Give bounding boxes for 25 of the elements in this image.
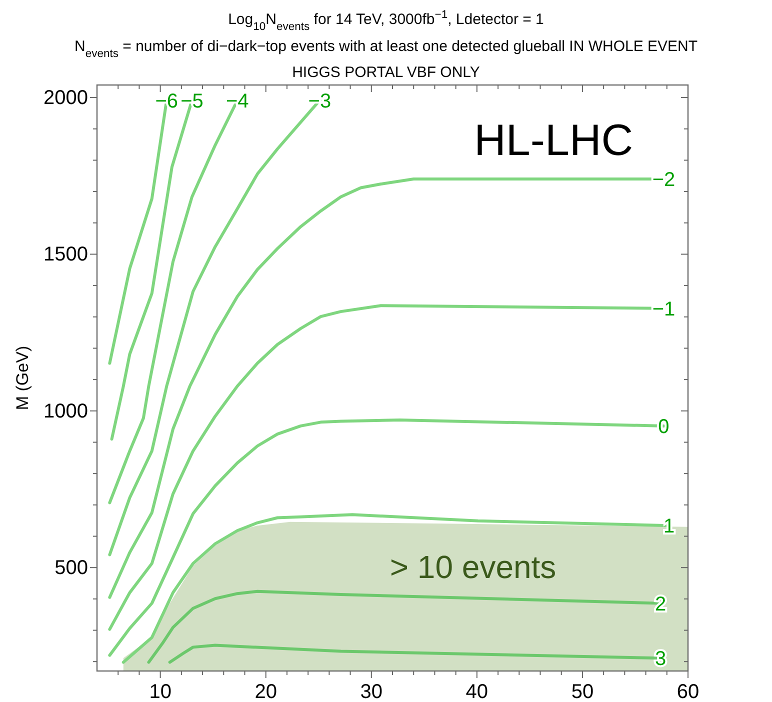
- x-tick-label: 10: [149, 681, 172, 702]
- x-tick-label: 40: [466, 681, 488, 702]
- y-tick-label: 1500: [44, 244, 88, 266]
- series-label: −4: [226, 90, 249, 112]
- chart-subtitle: N$_{events}$ = number of di−dark−top events with at least one detected glueball IN WHOLE EVENT HIGGS PORTAL VBF ONLY: [74, 38, 698, 81]
- x-tick-label: 50: [571, 681, 594, 702]
- annotation: > 10 events: [390, 549, 556, 585]
- x-tick-label: 60: [676, 681, 700, 702]
- y-tick-label: 1000: [44, 400, 88, 422]
- chart-title: Log$_{10}$N$_{events}$ for 14 TeV, 3000fb$^{−1}$, Ldetector = 1: [228, 9, 544, 33]
- series-label: 3: [655, 648, 666, 670]
- annotation: HL-LHC: [474, 116, 633, 165]
- x-tick-label: 20: [254, 681, 277, 702]
- series-label: 1: [663, 516, 675, 538]
- y-axis-title: M (GeV): [13, 346, 32, 410]
- series-label: −6: [155, 90, 178, 112]
- series-label: −3: [308, 90, 332, 112]
- y-tick-label: 500: [54, 556, 88, 579]
- y-tick-label: 2000: [44, 86, 88, 109]
- series-label: −2: [652, 169, 676, 192]
- series-label: −5: [180, 90, 204, 112]
- series-label: −1: [652, 298, 676, 320]
- series-label: 0: [658, 416, 670, 438]
- x-tick-label: 30: [360, 681, 383, 702]
- series-label: 2: [655, 593, 666, 616]
